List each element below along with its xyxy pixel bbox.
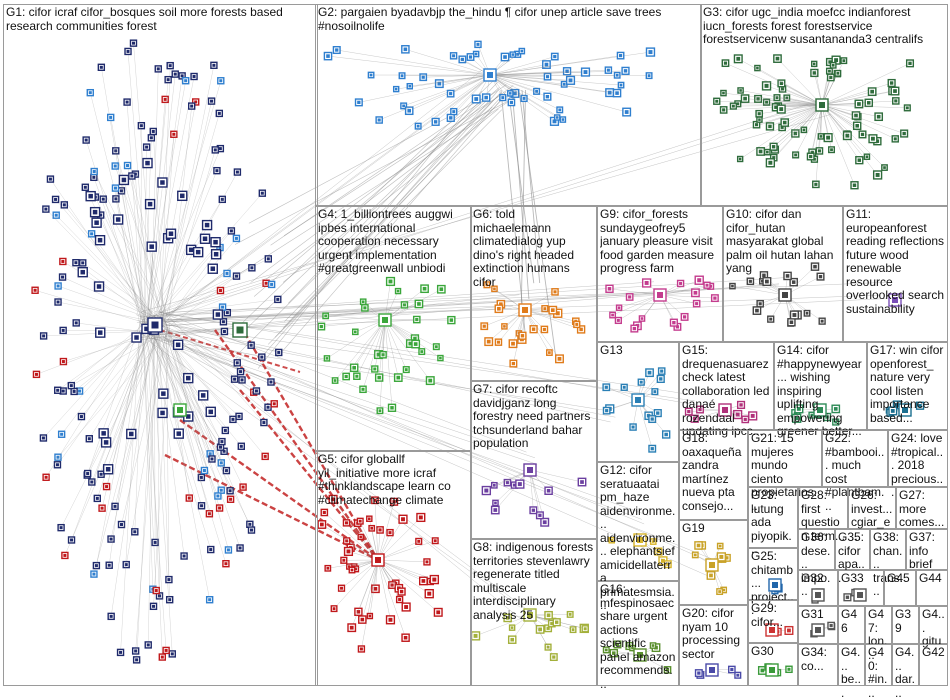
group-g22: G22: #bambooi... much cost #plantbam... — [822, 430, 888, 487]
group-label: G17: win cifor openforest_ nature very c… — [870, 344, 945, 425]
group-g9: G9: cifor_forests sundaygeofrey5 january… — [597, 206, 723, 342]
group-g2: G2: pargaien byadavbjp the_hindu ¶ cifor… — [315, 4, 702, 206]
group-label: G45 — [887, 572, 913, 586]
group-g35: G35: cifor apa... — [835, 529, 870, 570]
group-g7: G7: cifor recoftc davidjganz long forest… — [470, 381, 597, 539]
group-g16: G16: mfespinosaec share urgent actions s… — [597, 581, 679, 686]
group-g21: G21: 15 mujeres mundo ciento propietario… — [748, 430, 822, 487]
group-g45: G45 — [884, 570, 916, 606]
group-label: G15: drequenasuarez check latest collabo… — [682, 344, 771, 439]
group-g29: G29: cifor... — [748, 600, 798, 643]
group-g40: G40: #in... — [865, 644, 892, 686]
group-g28: G28: first question term... — [798, 487, 848, 529]
group-g44: G44 — [916, 570, 948, 606]
group-label: G46 — [841, 608, 862, 635]
group-g26: G26: invest... cgiar_e... — [848, 487, 896, 529]
group-label: G4... be... — [841, 646, 862, 700]
group-g5: G5: cifor globallf yil_initiative more i… — [315, 451, 472, 686]
group-label: G1: cifor icraf cifor_bosques soil more … — [6, 6, 315, 33]
group-label: G4... gitu — [922, 608, 945, 649]
group-g14: G14: cifor #happynewyear... wishing insp… — [774, 342, 867, 430]
group-label: G13 — [600, 344, 676, 358]
group-g39: G39 — [892, 606, 919, 644]
group-label: G5: cifor globallf yil_initiative more i… — [318, 453, 469, 507]
group-label: G7: cifor recoftc davidjganz long forest… — [473, 383, 594, 451]
group-label: G31 — [801, 608, 835, 622]
group-g47: G47: lon... — [865, 606, 892, 644]
group-g30: G30 — [748, 643, 798, 686]
group-label: G34: co... — [801, 646, 835, 673]
group-label: G42 — [922, 646, 945, 660]
group-g18: G18: oaxaqueña zandra martínez nueva pta… — [679, 430, 748, 520]
group-g27: G27: more comes... — [896, 487, 948, 529]
group-label: G27: more comes... — [899, 489, 945, 530]
group-label: G4: 1_billiontrees auggwi ipbes internat… — [318, 208, 469, 276]
group-g1: G1: cifor icraf cifor_bosques soil more … — [3, 4, 318, 686]
group-g37: G37: info brief — [906, 529, 948, 570]
group-g12: G12: cifor seratuaatai pm_haze aidenviro… — [597, 462, 679, 581]
group-g36: G36: dese... impo... — [798, 529, 835, 570]
group-label: G11: europeanforest reading reflections … — [846, 208, 945, 316]
group-g17: G17: win cifor openforest_ nature very c… — [867, 342, 948, 430]
group-label: G20: cifor nyam 10 processing sector — [682, 607, 745, 661]
group-g32: G32 — [798, 570, 838, 606]
group-label: G44 — [919, 572, 945, 586]
group-label: G32 — [801, 572, 835, 586]
group-g33: G33 — [838, 570, 884, 606]
group-label: G9: cifor_forests sundaygeofrey5 january… — [600, 208, 720, 276]
group-g34: G34: co... — [798, 644, 838, 686]
group-g48: G4... gitu — [919, 606, 948, 644]
group-g6: G6: told michaelemann climatedialog yup … — [470, 206, 597, 381]
group-g4: G4: 1_billiontrees auggwi ipbes internat… — [315, 206, 472, 451]
group-g25: G25: chitamb... project... — [748, 548, 798, 600]
group-g46: G46 — [838, 606, 865, 644]
group-label: G8: indigenous forests territories steve… — [473, 541, 594, 622]
group-g3: G3: cifor ugc_india moefcc indianforest … — [700, 4, 948, 206]
group-g19: G19 — [679, 520, 748, 605]
group-g10: G10: cifor dan cifor_hutan masyarakat gl… — [723, 206, 843, 342]
group-label: G37: info brief — [909, 531, 945, 572]
group-label: G2: pargaien byadavbjp the_hindu ¶ cifor… — [318, 6, 699, 33]
group-label: G10: cifor dan cifor_hutan masyarakat gl… — [726, 208, 840, 276]
group-g38: G38: chan... trans... — [870, 529, 906, 570]
group-g24: G24: love #tropical... 2018 precious... — [888, 430, 948, 487]
group-label: G39 — [895, 608, 916, 635]
group-label: G14: cifor #happynewyear... wishing insp… — [777, 344, 864, 439]
group-label: G40: #in... — [868, 646, 889, 700]
group-g42: G42 — [919, 644, 948, 686]
group-g31: G31 — [798, 606, 838, 644]
group-label: G3: cifor ugc_india moefcc indianforest … — [703, 6, 945, 47]
group-label: G33 — [841, 572, 881, 586]
group-g13: G13 — [597, 342, 679, 462]
group-g11: G11: europeanforest reading reflections … — [843, 206, 948, 342]
group-label: G4... dar... — [895, 646, 916, 700]
group-label: G6: told michaelemann climatedialog yup … — [473, 208, 594, 289]
group-g20: G20: cifor nyam 10 processing sector — [679, 605, 748, 686]
group-g8: G8: indigenous forests territories steve… — [470, 539, 597, 686]
group-g15: G15: drequenasuarez check latest collabo… — [679, 342, 774, 430]
group-g41: G4... dar... — [892, 644, 919, 686]
group-label: G19 — [682, 522, 745, 536]
group-label: G16: mfespinosaec share urgent actions s… — [600, 583, 676, 691]
group-label: G29: cifor... — [751, 602, 795, 629]
group-label: G30 — [751, 645, 795, 659]
group-label: G18: oaxaqueña zandra martínez nueva pta… — [682, 432, 745, 513]
group-g43: G4... be... — [838, 644, 865, 686]
group-label: G23: lutung ada piyopik... — [751, 489, 795, 557]
group-g23: G23: lutung ada piyopik... — [748, 487, 798, 548]
